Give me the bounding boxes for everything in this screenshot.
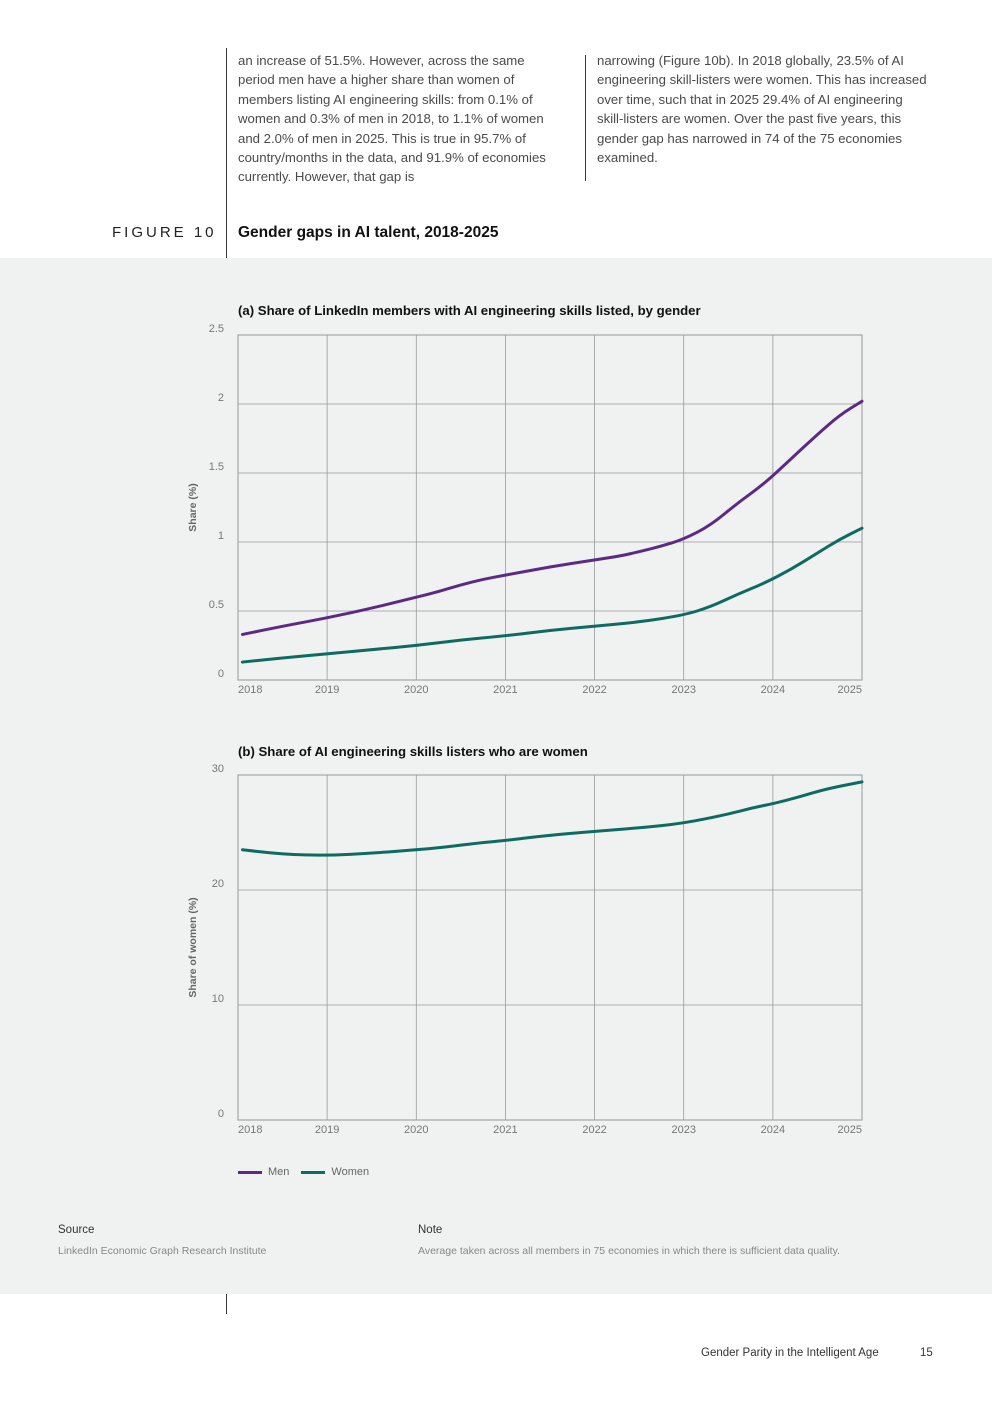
chart-b: 0 10 20 30 2018 2019 2020 2021 2022 2023 2024 2025 S…: [187, 763, 864, 1136]
chart-b-x-tick-label: 2023: [671, 1124, 695, 1136]
chart-b-y-tick-label: 20: [212, 878, 224, 890]
chart-a-x-tick-label: 2023: [671, 684, 695, 696]
chart-a-x-tick-label: 2025: [838, 684, 862, 696]
legend-label-men: Men: [268, 1166, 290, 1178]
legend-label-women: Women: [331, 1166, 370, 1178]
chart-b-plot-area: [237, 774, 863, 1121]
page-number: 15: [920, 1347, 933, 1359]
source-text: LinkedIn Economic Graph Research Institu…: [58, 1245, 267, 1257]
chart-b-x-tick-label: 2019: [315, 1124, 339, 1136]
chart-b-x-tick-label: 2024: [761, 1124, 785, 1136]
note-heading: Note: [418, 1224, 443, 1236]
chart-legend: Men Women: [238, 1166, 369, 1178]
legend-item-men: Men: [238, 1166, 289, 1178]
chart-b-y-tick-label: 0: [218, 1108, 224, 1120]
chart-a-y-tick-label: 0: [218, 668, 224, 680]
chart-a-y-tick-label: 2: [218, 392, 224, 404]
chart-a-y-axis-label: Share (%): [187, 483, 199, 531]
chart-a-series-men: [240, 399, 864, 636]
body-text-column-1: an increase of 51.5%. However, across th…: [238, 53, 546, 185]
chart-a-title: (a) Share of LinkedIn members with AI en…: [238, 303, 701, 318]
chart-a-plot-area: [237, 334, 863, 681]
middle-column-rule: [585, 55, 586, 181]
footer-title: Gender Parity in the Intelligent Age: [701, 1347, 879, 1359]
chart-a-series-women: [240, 526, 864, 664]
chart-a-y-tick-label: 1: [218, 530, 224, 542]
legend-item-women: Women: [301, 1166, 369, 1178]
chart-a-x-tick-label: 2024: [761, 684, 785, 696]
chart-a-x-tick-label: 2019: [315, 684, 339, 696]
chart-a-x-tick-label: 2021: [493, 684, 517, 696]
bottom-rule: [226, 1294, 227, 1314]
chart-b-title: (b) Share of AI engineering skills liste…: [238, 744, 588, 759]
chart-a: 0 0.5 1 1.5 2 2.5 2018 2019 2020 2021 2022 2023 2024…: [187, 323, 864, 696]
chart-b-y-tick-label: 30: [212, 763, 224, 775]
chart-a-x-tick-label: 2020: [404, 684, 428, 696]
source-heading: Source: [58, 1224, 95, 1236]
chart-a-y-tick-label: 0.5: [209, 599, 224, 611]
chart-b-x-tick-label: 2021: [493, 1124, 517, 1136]
chart-b-x-tick-label: 2025: [838, 1124, 862, 1136]
chart-b-x-tick-label: 2020: [404, 1124, 428, 1136]
chart-a-x-tick-label: 2022: [582, 684, 606, 696]
chart-b-x-tick-label: 2022: [582, 1124, 606, 1136]
legend-swatch-men: [238, 1170, 262, 1174]
body-text-column-2: narrowing (Figure 10b). In 2018 globally…: [597, 53, 927, 166]
chart-b-x-tick-label: 2018: [238, 1124, 262, 1136]
figure-title: Gender gaps in AI talent, 2018-2025: [238, 224, 499, 241]
chart-a-y-tick-label: 2.5: [209, 323, 224, 335]
left-column-rule: [226, 48, 227, 258]
legend-swatch-women: [301, 1170, 326, 1174]
chart-b-y-axis-label: Share of women (%): [187, 897, 199, 997]
chart-b-y-tick-label: 10: [212, 993, 224, 1005]
figure-label: FIGURE 10: [112, 224, 217, 241]
chart-b-series-women: [240, 780, 864, 857]
note-text: Average taken across all members in 75 e…: [418, 1245, 840, 1257]
chart-a-x-tick-label: 2018: [238, 684, 262, 696]
chart-a-y-tick-label: 1.5: [209, 461, 224, 473]
